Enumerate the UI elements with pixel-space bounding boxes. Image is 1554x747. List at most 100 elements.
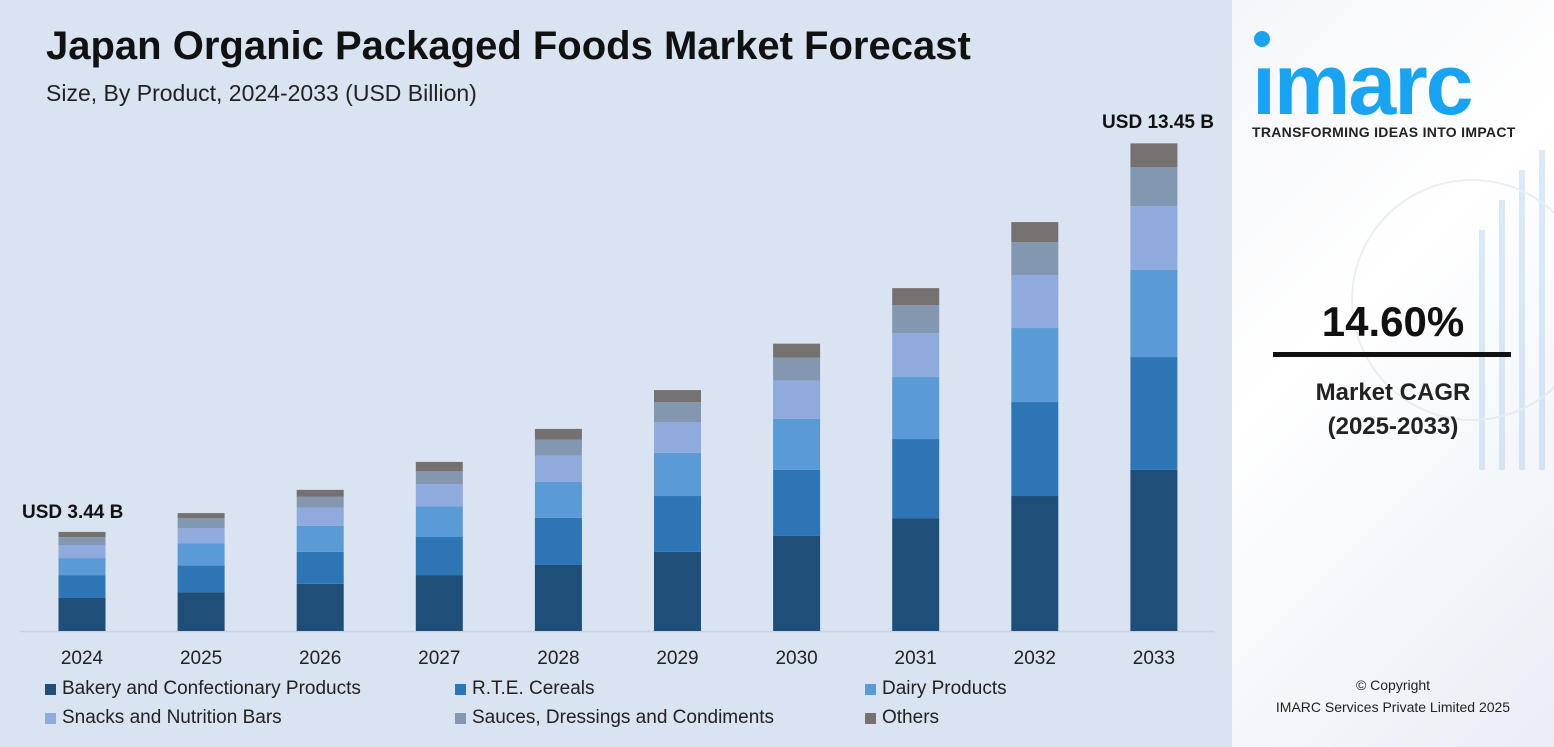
bar-segment-2033-s5	[1130, 143, 1178, 168]
bar-segment-2029-s3	[654, 422, 701, 453]
x-tick-label: 2030	[775, 648, 817, 669]
bar-segment-2025-s4	[177, 518, 225, 529]
bar-segment-2031-s2	[892, 377, 940, 440]
x-tick-label: 2024	[61, 648, 104, 669]
bar-segment-2033-s2	[1130, 269, 1178, 358]
legend-label: Snacks and Nutrition Bars	[62, 707, 282, 728]
legend-label: Dairy Products	[882, 678, 1007, 699]
cagr-value: 14.60%	[1321, 298, 1465, 345]
bar-segment-2029-s2	[654, 452, 701, 497]
bar-segment-2025-s3	[177, 528, 225, 544]
bar-segment-2024-s4	[58, 537, 106, 546]
legend-item: Bakery and Confectionary Products	[45, 678, 361, 700]
bar-segment-2030-s4	[773, 357, 821, 381]
legend-item: R.T.E. Cereals	[455, 678, 594, 700]
bar-segment-2026-s5	[296, 489, 344, 497]
legend-label: Others	[882, 707, 940, 728]
bar-segment-2028-s1	[534, 517, 582, 565]
legend-swatch	[45, 683, 56, 695]
x-tick-label: 2031	[895, 648, 937, 669]
stacked-bar-plot: 2024 2025 2026 2027 2028 2029 2030 2031 2032 2033…	[20, 112, 1215, 669]
legend-item: Sauces, Dressings and Condiments	[455, 707, 774, 729]
bar-segment-2027-s0	[415, 575, 463, 631]
bar-segment-2030-s1	[773, 469, 821, 536]
bar-segment-2028-s2	[534, 481, 582, 518]
legend-label: Bakery and Confectionary Products	[62, 678, 361, 699]
bar-segment-2024-s3	[58, 545, 106, 559]
bar-segment-2030-s3	[773, 380, 821, 419]
legend-label: Sauces, Dressings and Condiments	[472, 707, 775, 728]
bar-segment-2031-s5	[892, 288, 940, 306]
bar-segment-2027-s2	[415, 506, 463, 538]
bar-segment-2030-s0	[773, 535, 821, 631]
bar-segment-2029-s4	[654, 402, 701, 423]
legend-swatch	[865, 683, 876, 695]
x-tick-label: 2026	[299, 648, 341, 669]
data-label-last: USD 13.45 B	[1102, 112, 1214, 133]
bar-segment-2028-s5	[534, 428, 582, 440]
x-tick-label: 2028	[537, 648, 579, 669]
cagr-divider	[1273, 352, 1511, 357]
legend-item: Dairy Products	[865, 678, 1007, 700]
bar-segment-2029-s0	[654, 551, 701, 631]
bar-segment-2032-s2	[1011, 328, 1059, 403]
imarc-logo: ımarc	[1248, 12, 1548, 133]
legend-label: R.T.E. Cereals	[472, 678, 595, 699]
legend-swatch	[45, 712, 56, 724]
data-label-first: USD 3.44 B	[22, 502, 123, 523]
bar-segment-2029-s1	[654, 496, 701, 552]
bar-segment-2024-s2	[58, 558, 106, 576]
bar-segment-2027-s1	[415, 537, 463, 576]
imarc-logo-mark: ımarc	[1252, 31, 1474, 133]
bar-segment-2032-s5	[1011, 222, 1059, 243]
bar-segment-2033-s0	[1130, 469, 1178, 631]
x-tick-label: 2033	[1133, 648, 1175, 669]
bar-segment-2026-s2	[296, 525, 344, 552]
bar-segment-2026-s0	[296, 583, 344, 631]
background-decoration	[1351, 150, 1554, 470]
side-panel: ımarc TRANSFORMING IDEAS INTO IMPACT 14.…	[1232, 0, 1554, 747]
copyright: © Copyright	[1355, 677, 1431, 693]
chart-subtitle: Size, By Product, 2024-2033 (USD Billion…	[46, 80, 477, 106]
bar-segment-2033-s3	[1130, 206, 1178, 270]
bar-segment-2028-s3	[534, 455, 582, 482]
legend-item: Snacks and Nutrition Bars	[45, 707, 282, 729]
bar-segment-2032-s0	[1011, 496, 1059, 631]
bar-segment-2026-s1	[296, 551, 344, 584]
bar-segment-2030-s2	[773, 418, 821, 470]
legend-item: Others	[865, 707, 939, 729]
bar-segment-2032-s1	[1011, 402, 1059, 497]
bar-segment-2026-s3	[296, 507, 344, 526]
chart-title: Japan Organic Packaged Foods Market Fore…	[46, 24, 971, 68]
bar-segment-2025-s1	[177, 565, 225, 593]
x-tick-label: 2027	[418, 648, 460, 669]
bar-segment-2025-s0	[177, 592, 225, 631]
bar-segment-2031-s1	[892, 439, 940, 519]
bar-segment-2031-s0	[892, 518, 940, 631]
bar-segment-2024-s0	[58, 597, 106, 631]
bar-segment-2026-s4	[296, 496, 344, 508]
chart-area: Japan Organic Packaged Foods Market Fore…	[20, 24, 1215, 729]
svg-text:ımarc: ımarc	[1252, 37, 1472, 122]
bar-segment-2024-s1	[58, 575, 106, 598]
cagr-label: Market CAGR (2025-2033)	[1232, 376, 1554, 444]
x-tick-label: 2025	[180, 648, 222, 669]
cagr-label-text: Market CAGR	[1315, 379, 1471, 406]
bar-segment-2025-s2	[177, 543, 225, 566]
bar-segment-2029-s5	[654, 390, 701, 403]
bar-segment-2028-s0	[534, 564, 582, 631]
legend-swatch	[865, 712, 876, 724]
bar-segment-2031-s4	[892, 305, 940, 334]
bar-segment-2027-s5	[415, 461, 463, 471]
bar-segment-2028-s4	[534, 439, 582, 456]
legend-swatch	[455, 712, 466, 724]
bar-segment-2027-s3	[415, 484, 463, 507]
x-tick-label: 2029	[656, 648, 698, 669]
bar-segment-2032-s4	[1011, 242, 1059, 276]
bar-segment-2033-s1	[1130, 357, 1178, 470]
bar-segment-2032-s3	[1011, 275, 1059, 329]
bar-segment-2024-s5	[58, 531, 106, 538]
cagr-period: (2025-2033)	[1327, 413, 1459, 440]
x-tick-label: 2032	[1014, 648, 1056, 669]
bar-segment-2027-s4	[415, 470, 463, 485]
